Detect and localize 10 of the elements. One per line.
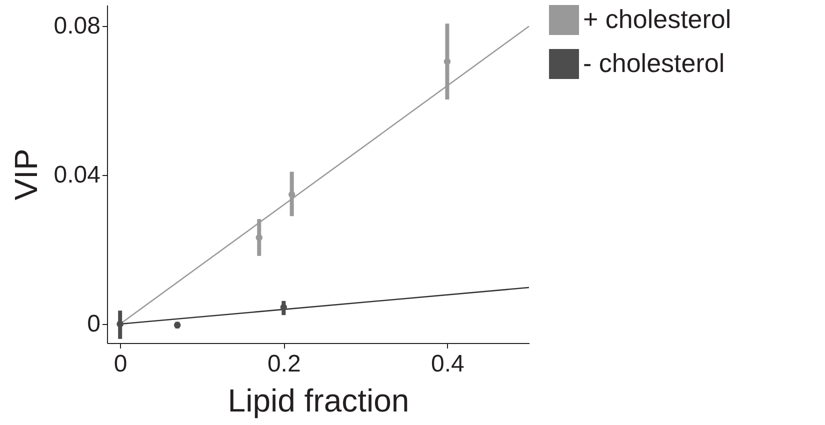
x-tick-label: 0.4 [431, 350, 464, 378]
y-axis-title: VIP [8, 148, 44, 200]
y-tick-label: 0.08 [54, 12, 100, 40]
x-tick-label: 0 [114, 350, 128, 378]
x-axis-title: Lipid fraction [228, 382, 410, 418]
x-tick-label: 0.2 [267, 350, 301, 378]
legend-label: + cholesterol [583, 4, 732, 34]
y-tick-label: 0 [87, 310, 100, 338]
legend-label: - cholesterol [583, 48, 725, 78]
y-tick-label: 0.04 [54, 162, 100, 189]
